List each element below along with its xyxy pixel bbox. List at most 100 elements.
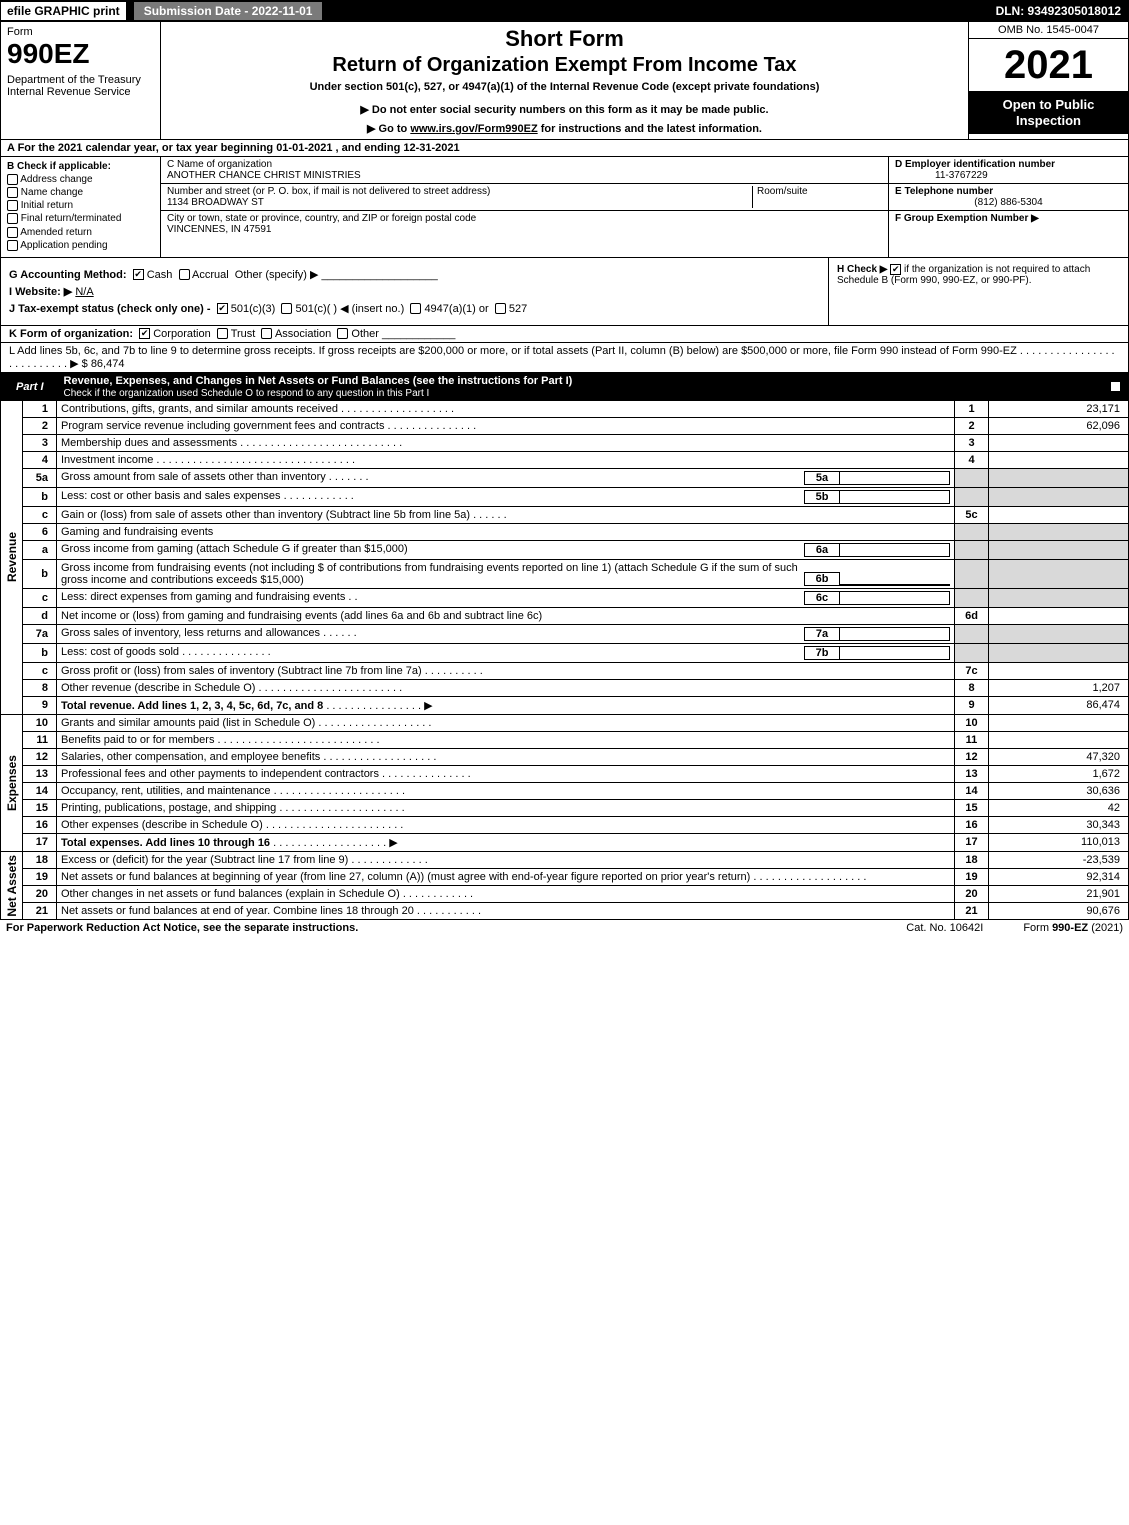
no-enter-ssn: ▶ Do not enter social security numbers o… <box>169 103 960 116</box>
l-gross-receipts: L Add lines 5b, 6c, and 7b to line 9 to … <box>0 343 1129 373</box>
expenses-section: Expenses 10 Grants and similar amounts p… <box>0 715 1129 852</box>
chk-corporation[interactable] <box>139 328 150 339</box>
chk-name-change[interactable]: Name change <box>7 187 154 198</box>
chk-other-org[interactable] <box>337 328 348 339</box>
line-5a-num: 5a <box>23 468 57 487</box>
chk-501c3[interactable] <box>217 303 228 314</box>
line-8-desc: Other revenue (describe in Schedule O) .… <box>57 679 955 696</box>
chk-501c[interactable] <box>281 303 292 314</box>
line-5c-rnum: 5c <box>955 506 989 523</box>
tax-year: 2021 <box>969 39 1128 91</box>
line-13-rnum: 13 <box>955 765 989 782</box>
line-17-val: 110,013 <box>989 833 1129 851</box>
line-20-rnum: 20 <box>955 885 989 902</box>
chk-address-change[interactable]: Address change <box>7 174 154 185</box>
line-21-rnum: 21 <box>955 902 989 919</box>
netassets-side-label: Net Assets <box>0 852 22 920</box>
line-14-desc: Occupancy, rent, utilities, and maintena… <box>57 782 955 799</box>
line-8-rnum: 8 <box>955 679 989 696</box>
line-12-desc: Salaries, other compensation, and employ… <box>57 748 955 765</box>
line-8-num: 8 <box>23 679 57 696</box>
line-21-num: 21 <box>23 902 57 919</box>
dept-treasury: Department of the Treasury Internal Reve… <box>7 74 154 98</box>
b-label: B Check if applicable: <box>7 161 154 172</box>
j-tax-exempt: J Tax-exempt status (check only one) - 5… <box>9 302 820 315</box>
chk-accrual[interactable] <box>179 269 190 280</box>
omb-number: OMB No. 1545-0047 <box>969 22 1128 39</box>
line-6d-desc: Net income or (loss) from gaming and fun… <box>57 607 955 624</box>
c-org-name: ANOTHER CHANCE CHRIST MINISTRIES <box>167 170 882 181</box>
line-19-desc: Net assets or fund balances at beginning… <box>57 868 955 885</box>
line-15-num: 15 <box>23 799 57 816</box>
footer-cat-no: Cat. No. 10642I <box>906 922 983 934</box>
l-amount: $ 86,474 <box>82 358 125 370</box>
line-21-desc: Net assets or fund balances at end of ye… <box>57 902 955 919</box>
line-11-val <box>989 731 1129 748</box>
line-7a-val <box>989 624 1129 643</box>
chk-527[interactable] <box>495 303 506 314</box>
chk-final-return[interactable]: Final return/terminated <box>7 213 154 224</box>
chk-4947[interactable] <box>410 303 421 314</box>
line-6c-desc: Less: direct expenses from gaming and fu… <box>57 588 955 607</box>
topbar: efile GRAPHIC print Submission Date - 20… <box>0 0 1129 22</box>
part1-check[interactable] <box>1110 381 1121 393</box>
c-street-block: Number and street (or P. O. box, if mail… <box>161 184 888 211</box>
chk-application-pending[interactable]: Application pending <box>7 240 154 251</box>
chk-association[interactable] <box>261 328 272 339</box>
line-1-num: 1 <box>23 401 57 418</box>
line-1-desc: Contributions, gifts, grants, and simila… <box>57 401 955 418</box>
c-addr: 1134 BROADWAY ST <box>167 197 752 208</box>
line-2-val: 62,096 <box>989 417 1129 434</box>
line-20-val: 21,901 <box>989 885 1129 902</box>
line-3-val <box>989 434 1129 451</box>
chk-cash[interactable] <box>133 269 144 280</box>
e-telephone-block: E Telephone number (812) 886-5304 <box>889 184 1128 211</box>
expenses-side-label: Expenses <box>0 715 22 852</box>
line-5a-desc: Gross amount from sale of assets other t… <box>57 468 955 487</box>
chk-trust[interactable] <box>217 328 228 339</box>
line-10-desc: Grants and similar amounts paid (list in… <box>57 715 955 732</box>
line-3-rnum: 3 <box>955 434 989 451</box>
line-11-rnum: 11 <box>955 731 989 748</box>
chk-amended-return[interactable]: Amended return <box>7 227 154 238</box>
line-21-val: 90,676 <box>989 902 1129 919</box>
line-4-rnum: 4 <box>955 451 989 468</box>
goto-instructions: ▶ Go to www.irs.gov/Form990EZ for instru… <box>169 122 960 135</box>
footer-left: For Paperwork Reduction Act Notice, see … <box>6 922 358 934</box>
line-14-rnum: 14 <box>955 782 989 799</box>
footer-form-ref: Form 990-EZ (2021) <box>1023 922 1123 934</box>
revenue-section: Revenue 1 Contributions, gifts, grants, … <box>0 401 1129 715</box>
line-15-rnum: 15 <box>955 799 989 816</box>
c-room-label: Room/suite <box>752 186 882 208</box>
row-a-calendar-year: A For the 2021 calendar year, or tax yea… <box>0 140 1129 157</box>
line-10-rnum: 10 <box>955 715 989 732</box>
line-16-rnum: 16 <box>955 816 989 833</box>
ghij-left: G Accounting Method: Cash Accrual Other … <box>1 258 828 325</box>
line-6b-val <box>989 559 1129 588</box>
chk-initial-return[interactable]: Initial return <box>7 200 154 211</box>
line-7b-num: b <box>23 643 57 662</box>
goto-link[interactable]: www.irs.gov/Form990EZ <box>410 123 537 135</box>
line-7c-num: c <box>23 662 57 679</box>
line-5b-val <box>989 487 1129 506</box>
line-18-val: -23,539 <box>989 852 1129 869</box>
efile-print[interactable]: efile GRAPHIC print <box>0 1 127 21</box>
line-14-val: 30,636 <box>989 782 1129 799</box>
line-5b-desc: Less: cost or other basis and sales expe… <box>57 487 955 506</box>
line-7a-rnum <box>955 624 989 643</box>
line-13-desc: Professional fees and other payments to … <box>57 765 955 782</box>
line-9-val: 86,474 <box>989 696 1129 714</box>
part1-title: Revenue, Expenses, and Changes in Net As… <box>64 375 573 399</box>
short-form-title: Short Form <box>169 26 960 52</box>
chk-schedule-b[interactable] <box>890 264 901 275</box>
line-5c-num: c <box>23 506 57 523</box>
k-form-organization: K Form of organization: Corporation Trus… <box>0 326 1129 343</box>
c-city-label: City or town, state or province, country… <box>167 213 882 224</box>
part1-label: Part I <box>8 379 52 395</box>
c-addr-label: Number and street (or P. O. box, if mail… <box>167 186 752 197</box>
col-def: D Employer identification number 11-3767… <box>888 157 1128 257</box>
line-7a-num: 7a <box>23 624 57 643</box>
line-6-desc: Gaming and fundraising events <box>57 523 955 540</box>
col-c-org-info: C Name of organization ANOTHER CHANCE CH… <box>161 157 888 257</box>
return-title: Return of Organization Exempt From Incom… <box>169 54 960 77</box>
